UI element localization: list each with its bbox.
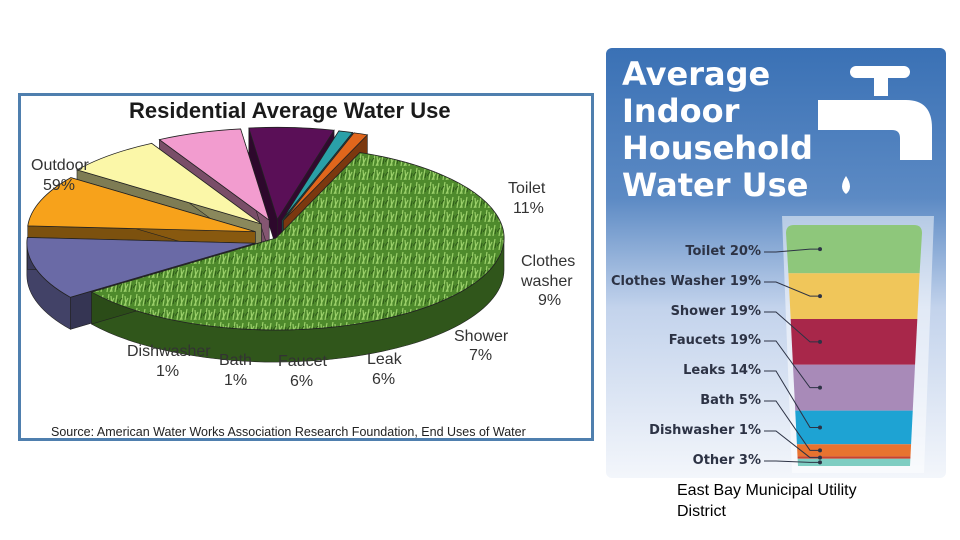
label-clothes-line2: washer — [520, 273, 573, 290]
label-shower: Shower — [454, 328, 509, 345]
pct-leak: 6% — [372, 371, 395, 388]
glass-label-leaks: Leaks 14% — [683, 363, 761, 378]
pie-chart-canvas: Residential Average Water Use Outdoor 59… — [26, 98, 575, 438]
pct-outdoor: 59% — [43, 177, 75, 194]
leader-dot — [818, 339, 822, 344]
glass-band-clothes-washer — [788, 273, 920, 319]
pct-faucet: 6% — [290, 373, 313, 390]
leader-line — [764, 400, 820, 451]
indoor-water-use-infographic: Average Indoor Household Water Use Toile… — [606, 48, 946, 478]
leader-line — [764, 311, 820, 343]
title-line-1: Average — [622, 55, 771, 93]
glass-band-bath — [796, 444, 912, 457]
leader-dot — [818, 425, 822, 430]
title-line-2: Indoor — [622, 92, 740, 130]
glass-label-toilet: Toilet 20% — [685, 244, 761, 259]
glass-band-shower — [790, 318, 918, 365]
glass-band-toilet — [786, 225, 922, 274]
leader-line — [764, 248, 820, 253]
pct-toilet: 11% — [513, 200, 544, 217]
title-line-4: Water Use — [622, 166, 809, 204]
pct-bath: 1% — [224, 372, 247, 389]
pie-slice-outdoor — [90, 151, 505, 363]
leader-dot — [818, 460, 822, 465]
pct-shower: 7% — [469, 347, 492, 364]
label-bath: Bath — [219, 352, 252, 369]
glass-label-other: Other 3% — [692, 453, 761, 468]
label-outdoor: Outdoor — [31, 157, 89, 174]
glass-band-other — [797, 458, 911, 466]
caption: East Bay Municipal Utility District — [677, 482, 857, 520]
glass-band-dishwasher — [797, 456, 911, 459]
glass-band-leaks — [795, 410, 913, 445]
leader-dot — [818, 385, 822, 390]
glass-band-faucets — [792, 364, 916, 411]
chart-title: Residential Average Water Use — [129, 98, 451, 123]
water-drop-icon — [842, 176, 850, 194]
leader-line — [764, 460, 820, 463]
glass-label-dishwasher: Dishwasher 1% — [649, 423, 761, 438]
residential-water-use-chart: Residential Average Water Use Outdoor 59… — [18, 93, 594, 441]
glass-label-faucets: Faucets 19% — [668, 333, 761, 348]
leader-dot — [818, 448, 822, 453]
pct-dishwasher: 1% — [156, 363, 179, 380]
pct-clothes: 9% — [538, 292, 561, 309]
faucet-icon — [818, 66, 932, 194]
leader-line — [764, 281, 820, 297]
leader-line — [764, 370, 820, 428]
glass-label-clothes-washer: Clothes Washer 19% — [611, 274, 761, 289]
label-leak: Leak — [367, 351, 403, 368]
title-line-3: Household — [622, 129, 813, 167]
leader-dot — [818, 455, 822, 460]
chart-source: Source: American Water Works Association… — [51, 425, 526, 438]
label-toilet: Toilet — [508, 180, 546, 197]
glass-label-shower: Shower 19% — [670, 304, 761, 319]
label-clothes-line1: Clothes — [521, 253, 575, 270]
leader-line — [764, 340, 820, 389]
leader-line — [764, 430, 820, 459]
leader-dot — [818, 294, 822, 299]
label-dishwasher: Dishwasher — [127, 343, 211, 360]
label-faucet: Faucet — [278, 353, 327, 370]
leader-dot — [818, 247, 822, 252]
infographic-canvas — [764, 66, 934, 473]
glass-label-bath: Bath 5% — [700, 393, 761, 408]
infographic-title: Average Indoor Household Water Use — [622, 56, 813, 204]
